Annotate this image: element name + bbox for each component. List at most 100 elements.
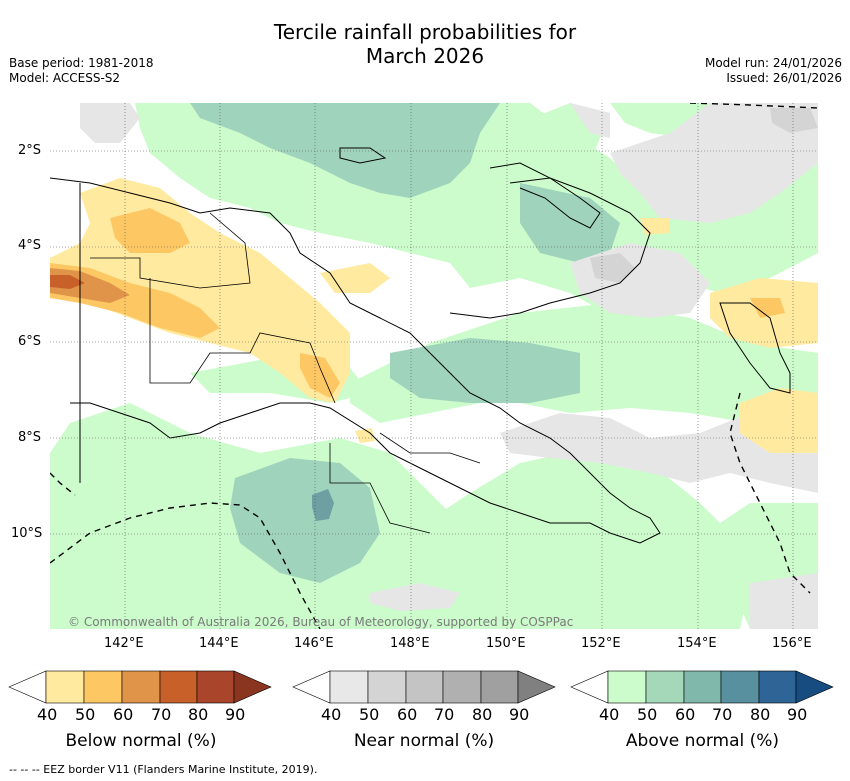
province-boundary-1 [90,212,251,289]
near-cb-seg-2 [367,670,407,704]
above-cb-tick-60: 60 [675,705,696,724]
below-cb-tick-80: 80 [188,705,209,724]
lon-label-150e: 150°E [486,636,526,651]
lat-label-10s: 10°S [11,526,43,541]
new-britain-coast [449,177,651,319]
below-normal-70-80-areas [50,275,85,289]
coastlines [50,147,791,544]
central-yellow-patch [320,263,390,293]
above-normal-60-70-areas [312,489,334,521]
solomons-yellow-region [740,388,818,453]
png-mainland-coast [50,177,661,544]
map-layers: © Commonwealth of Australia 2026, Bureau… [50,103,818,629]
below-cb-seg-4 [159,670,198,704]
near-normal-darker-patch-east [590,253,635,283]
chart-title: Tercile rainfall probabilities for March… [0,20,850,68]
near-cb-max-arrow [517,670,556,704]
graticule [50,103,818,629]
near-cb-seg-5 [480,670,519,704]
above-cb-seg-2 [645,670,685,704]
eez-border-west [50,472,76,496]
south-central-green-region [410,448,750,629]
above-normal-50-60-areas [190,103,620,583]
lat-label-6s: 6°S [18,334,42,349]
below-cb-min-arrow [8,670,47,704]
far-south-east-grey-region [750,573,818,629]
near-cb-tick-50: 50 [359,705,380,724]
colorbar-below-normal [8,670,272,704]
below-normal-title: Below normal (%) [65,731,217,751]
lon-label-148e: 148°E [390,636,430,651]
province-boundary-3 [329,443,431,534]
above-cb-tick-90: 90 [787,705,808,724]
colorbars [8,670,834,704]
north-grey-patch [570,103,610,138]
coral-sea-teal-region [230,458,380,583]
issued-date: Issued: 26/01/2026 [726,71,842,85]
colorbar-above-normal [570,670,834,704]
below-cb-max-arrow [233,670,272,704]
below-cb-seg-1 [45,670,85,704]
above-cb-tick-40: 40 [599,705,620,724]
colorbar-near-normal [292,670,556,704]
coral-sea-darker-patch [312,489,334,521]
title-line-2: March 2026 [365,44,485,68]
above-cb-seg-3 [683,670,722,704]
above-cb-tick-80: 80 [750,705,771,724]
solomon-sea-teal-region [390,338,580,403]
below-cb-tick-60: 60 [113,705,134,724]
bougainville-coast [719,302,791,394]
near-cb-min-arrow [292,670,331,704]
near-cb-seg-3 [405,670,444,704]
above-cb-min-arrow [570,670,609,704]
below-cb-seg-2 [83,670,123,704]
above-cb-seg-4 [720,670,760,704]
province-boundary-4 [379,432,481,464]
central-orange-patch [300,353,340,398]
meta-right: Model run: 24/01/2026 Issued: 26/01/2026 [705,56,842,86]
below-cb-tick-90: 90 [225,705,246,724]
bougainville-green-region [720,343,818,403]
below-cb-seg-3 [121,670,161,704]
north-teal-region [190,103,500,198]
near-cb-tick-90: 90 [509,705,530,724]
above-normal-title: Above normal (%) [625,731,780,751]
south-grey-patch [370,583,460,611]
north-green-extension [410,103,610,218]
below-cb-tick-50: 50 [75,705,96,724]
north-east-teal-region [520,183,620,263]
small-yellow-patch [355,428,375,443]
western-red-patch [50,275,85,289]
near-cb-seg-1 [329,670,369,704]
near-cb-tick-80: 80 [472,705,493,724]
province-boundary-2 [149,278,336,404]
eez-border-south [50,502,321,629]
south-east-grey-region [500,413,818,493]
eez-border-north-east [689,103,818,109]
ne-yellow-patch [640,218,670,235]
near-cb-seg-4 [442,670,482,704]
lat-label-4s: 4°S [18,238,42,253]
manus-island-coast [339,147,387,164]
meta-left: Base period: 1981-2018 Model: ACCESS-S2 [9,56,154,86]
below-cb-seg-5 [196,670,235,704]
lon-label-154e: 154°E [677,636,717,651]
copyright-text: © Commonwealth of Australia 2026, Bureau… [68,615,573,629]
lat-label-8s: 8°S [18,430,42,445]
lon-label-146e: 146°E [294,636,334,651]
base-period: Base period: 1981-2018 [9,56,154,70]
lon-label-142e: 142°E [104,636,144,651]
title-line-1: Tercile rainfall probabilities for [273,20,577,44]
below-cb-tick-70: 70 [151,705,172,724]
new-ireland-coast [489,162,601,229]
above-cb-tick-50: 50 [637,705,658,724]
province-boundaries [90,212,481,534]
far-north-east-grey-patch [750,103,810,163]
above-cb-seg-5 [758,670,797,704]
eez-footnote: -- -- -- EEZ border V11 (Flanders Marine… [9,763,318,776]
lat-label-2s: 2°S [18,143,42,158]
western-orange-patch-north [110,208,190,253]
model-run: Model run: 24/01/2026 [704,56,842,70]
above-cb-tick-70: 70 [712,705,733,724]
below-cb-tick-40: 40 [37,705,58,724]
